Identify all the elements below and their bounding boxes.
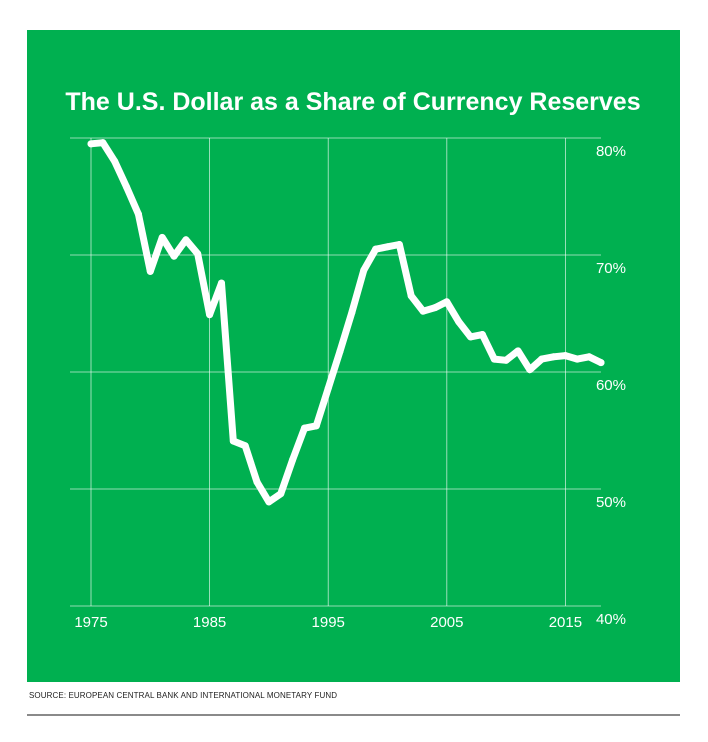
data-point	[277, 490, 285, 498]
data-point	[538, 355, 546, 363]
x-tick-label: 1975	[74, 614, 107, 631]
data-point	[289, 456, 297, 464]
x-tick-label: 2015	[549, 614, 582, 631]
data-point	[348, 308, 356, 316]
x-tick-label: 1995	[312, 614, 345, 631]
data-point	[253, 478, 261, 486]
data-point	[194, 250, 202, 258]
data-point	[241, 442, 249, 450]
data-point	[526, 366, 534, 374]
data-point	[206, 311, 214, 319]
x-tick-label: 2005	[430, 614, 463, 631]
data-point	[573, 355, 581, 363]
x-tick-label: 1985	[193, 614, 226, 631]
data-point	[372, 245, 380, 253]
source-note: SOURCE: EUROPEAN CENTRAL BANK AND INTERN…	[29, 691, 338, 700]
data-point	[170, 252, 178, 260]
data-point	[455, 318, 463, 326]
line-chart: The U.S. Dollar as a Share of Currency R…	[27, 30, 680, 682]
data-point	[265, 498, 273, 506]
data-point	[597, 359, 605, 367]
y-tick-label: 80%	[596, 143, 626, 160]
data-point	[229, 437, 237, 445]
data-point	[585, 353, 593, 361]
data-point	[502, 356, 510, 364]
data-point	[158, 233, 166, 241]
data-point	[217, 279, 225, 287]
bottom-divider	[27, 714, 680, 716]
data-point	[443, 298, 451, 306]
y-axis-ticks: 40% 50% 60% 70% 80%	[596, 143, 626, 628]
data-point	[134, 210, 142, 218]
data-point	[146, 267, 154, 275]
data-point	[300, 424, 308, 432]
data-point	[336, 347, 344, 355]
data-point	[514, 347, 522, 355]
data-point	[87, 140, 95, 148]
data-point	[123, 183, 131, 191]
chart-panel: The U.S. Dollar as a Share of Currency R…	[27, 30, 680, 682]
data-point	[324, 384, 332, 392]
data-point	[550, 353, 558, 361]
data-point	[419, 307, 427, 315]
data-point	[182, 236, 190, 244]
series-layer	[87, 139, 605, 506]
data-point	[99, 139, 107, 147]
data-point	[490, 355, 498, 363]
data-point	[407, 292, 415, 300]
chart-title: The U.S. Dollar as a Share of Currency R…	[65, 88, 640, 116]
y-tick-label: 70%	[596, 260, 626, 277]
data-point	[111, 157, 119, 165]
data-point	[561, 352, 569, 360]
x-axis-ticks: 1975 1985 1995 2005 2015	[74, 614, 582, 631]
y-tick-label: 50%	[596, 494, 626, 511]
y-tick-label: 60%	[596, 377, 626, 394]
data-point	[478, 331, 486, 339]
data-point	[312, 422, 320, 430]
y-tick-label: 40%	[596, 611, 626, 628]
data-point	[431, 304, 439, 312]
data-point	[360, 266, 368, 274]
data-point	[467, 333, 475, 341]
data-point	[395, 240, 403, 248]
data-point	[384, 243, 392, 251]
